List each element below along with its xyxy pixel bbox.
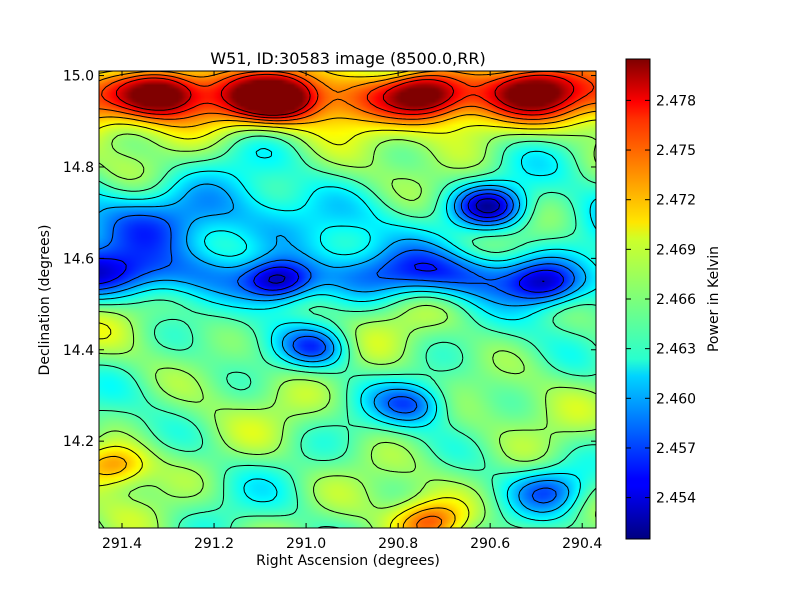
colorbar-tick-label: 2.454: [656, 491, 696, 507]
contour-line: [99, 129, 596, 528]
colorbar-tick-label: 2.475: [656, 143, 696, 159]
contour-line: [99, 71, 596, 528]
colorbar-tick-label: 2.460: [656, 391, 696, 407]
x-tick-label: 291.0: [286, 536, 326, 552]
y-tick-label: 14.6: [63, 251, 94, 267]
x-tick-label: 290.8: [378, 536, 418, 552]
contour-line: [99, 148, 596, 522]
x-tick-label: 290.6: [470, 536, 510, 552]
colorbar-tick-label: 2.466: [656, 292, 696, 308]
y-axis-ticks: 14.2 14.4 14.6 14.8 15.0: [63, 69, 596, 450]
x-axis-ticks: 291.4 291.2 291.0 290.8 290.6 290.4: [102, 71, 602, 552]
colorbar-label: Power in Kelvin: [706, 246, 722, 352]
contour-line: [99, 119, 596, 528]
contour-line: [101, 71, 595, 119]
contour-line: [268, 198, 545, 284]
colorbar-tick-label: 2.472: [656, 193, 696, 209]
y-tick-label: 14.8: [63, 160, 94, 176]
contour-line: [99, 189, 575, 504]
y-axis-label: Declination (degrees): [37, 225, 53, 376]
contour-line: [99, 71, 596, 528]
colorbar: 2.454 2.457 2.460 2.463 2.466 2.469 2.472 2.475…: [625, 58, 722, 540]
colorbar-tick-label: 2.469: [656, 242, 696, 258]
y-tick-label: 15.0: [63, 69, 94, 85]
contour-line: [99, 193, 564, 293]
contour-line: [116, 73, 575, 116]
chart-title: W51, ID:30583 image (8500.0,RR): [210, 49, 485, 68]
x-tick-label: 291.2: [194, 536, 234, 552]
x-tick-label: 291.4: [102, 536, 142, 552]
contour-line: [99, 183, 587, 513]
y-tick-label: 14.2: [63, 434, 94, 450]
heatmap-plot: [98, 70, 597, 529]
colorbar-tick-label: 2.457: [656, 441, 696, 457]
x-axis-label: Right Ascension (degrees): [256, 553, 440, 569]
x-tick-label: 290.4: [562, 536, 602, 552]
colorbar-tick-label: 2.463: [656, 342, 696, 358]
colorbar-tick-label: 2.478: [656, 93, 696, 109]
y-tick-label: 14.4: [63, 343, 94, 359]
contour-lines: [99, 71, 596, 528]
colorbar-ticks: 2.454 2.457 2.460 2.463 2.466 2.469 2.472 2.475…: [626, 93, 696, 507]
plot-frame: [98, 70, 597, 529]
contour-line: [99, 135, 596, 528]
